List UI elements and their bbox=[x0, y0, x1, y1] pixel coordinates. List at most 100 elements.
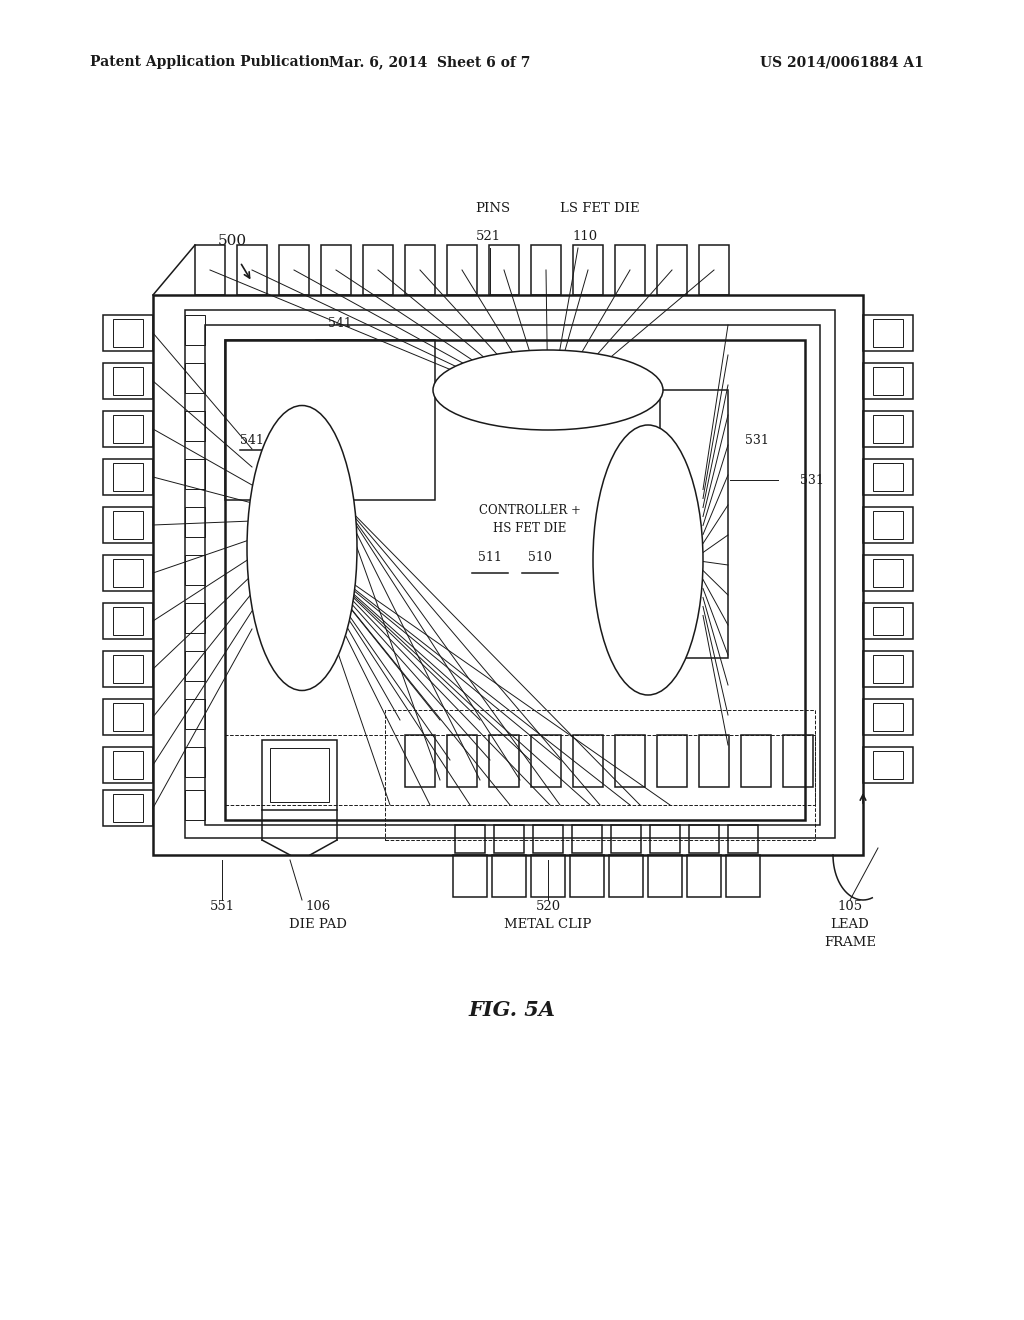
Bar bbox=[195, 246, 225, 294]
Text: 106: 106 bbox=[305, 900, 331, 913]
Text: 520: 520 bbox=[536, 900, 560, 913]
Text: HS FET DIE: HS FET DIE bbox=[494, 521, 566, 535]
Bar bbox=[863, 459, 913, 495]
Bar bbox=[873, 558, 903, 587]
Bar bbox=[863, 747, 913, 783]
Bar bbox=[103, 554, 153, 591]
Bar bbox=[873, 414, 903, 444]
Bar bbox=[863, 651, 913, 686]
Bar bbox=[873, 367, 903, 395]
Text: US 2014/0061884 A1: US 2014/0061884 A1 bbox=[760, 55, 924, 69]
Bar bbox=[270, 748, 329, 803]
Bar bbox=[455, 825, 485, 853]
Text: DIE PAD: DIE PAD bbox=[289, 917, 347, 931]
Text: 511: 511 bbox=[478, 550, 502, 564]
Bar bbox=[489, 735, 519, 787]
Bar bbox=[185, 603, 205, 634]
Bar bbox=[873, 607, 903, 635]
Bar bbox=[362, 246, 393, 294]
Bar bbox=[699, 246, 729, 294]
Bar bbox=[657, 735, 687, 787]
Text: PINS: PINS bbox=[475, 202, 510, 215]
Bar bbox=[573, 735, 603, 787]
Bar bbox=[531, 855, 565, 898]
Text: 531: 531 bbox=[800, 474, 824, 487]
Bar bbox=[321, 246, 351, 294]
Bar bbox=[103, 651, 153, 686]
Bar bbox=[572, 825, 602, 853]
Bar bbox=[113, 414, 143, 444]
Bar bbox=[225, 735, 815, 805]
Bar bbox=[611, 825, 641, 853]
Bar bbox=[113, 558, 143, 587]
Text: 105: 105 bbox=[838, 900, 862, 913]
Bar bbox=[103, 603, 153, 639]
Bar bbox=[406, 246, 435, 294]
Bar bbox=[185, 363, 205, 393]
Bar bbox=[185, 747, 205, 777]
Bar bbox=[185, 651, 205, 681]
Bar bbox=[863, 507, 913, 543]
Bar bbox=[873, 511, 903, 539]
Bar bbox=[531, 735, 561, 787]
Bar bbox=[385, 710, 815, 840]
Bar bbox=[262, 741, 337, 810]
Bar bbox=[225, 341, 805, 820]
Bar bbox=[687, 855, 721, 898]
Bar bbox=[660, 389, 728, 657]
Bar bbox=[113, 607, 143, 635]
Bar bbox=[573, 246, 603, 294]
Text: 110: 110 bbox=[572, 230, 597, 243]
Bar bbox=[863, 411, 913, 447]
Bar bbox=[863, 700, 913, 735]
Bar bbox=[406, 735, 435, 787]
Bar bbox=[873, 704, 903, 731]
Bar bbox=[615, 735, 645, 787]
Text: 541: 541 bbox=[328, 317, 352, 330]
Bar bbox=[648, 855, 682, 898]
Bar bbox=[113, 367, 143, 395]
Bar bbox=[873, 655, 903, 682]
Bar bbox=[689, 825, 719, 853]
Bar bbox=[103, 700, 153, 735]
Bar bbox=[185, 310, 835, 838]
Bar bbox=[741, 735, 771, 787]
Text: FIG. 5A: FIG. 5A bbox=[469, 1001, 555, 1020]
Bar bbox=[103, 507, 153, 543]
Ellipse shape bbox=[593, 425, 703, 696]
Text: FRAME: FRAME bbox=[824, 936, 876, 949]
Bar bbox=[728, 825, 758, 853]
Text: 521: 521 bbox=[476, 230, 501, 243]
Bar bbox=[113, 704, 143, 731]
Bar bbox=[113, 463, 143, 491]
Bar bbox=[185, 507, 205, 537]
Bar bbox=[447, 735, 477, 787]
Bar bbox=[185, 554, 205, 585]
Text: CONTROLLER +: CONTROLLER + bbox=[479, 503, 581, 516]
Bar bbox=[103, 411, 153, 447]
Ellipse shape bbox=[433, 350, 663, 430]
Bar bbox=[113, 795, 143, 822]
Bar bbox=[531, 246, 561, 294]
Text: 531: 531 bbox=[745, 433, 769, 446]
Bar bbox=[650, 825, 680, 853]
Bar bbox=[103, 747, 153, 783]
Bar bbox=[873, 319, 903, 347]
Bar bbox=[494, 825, 524, 853]
Bar bbox=[726, 855, 760, 898]
Bar bbox=[113, 319, 143, 347]
Bar bbox=[492, 855, 526, 898]
Text: 500: 500 bbox=[218, 234, 247, 248]
Bar bbox=[657, 246, 687, 294]
Bar bbox=[863, 363, 913, 399]
Bar bbox=[453, 855, 487, 898]
Bar bbox=[205, 325, 820, 825]
Text: 551: 551 bbox=[210, 900, 234, 913]
Text: LS FET DIE: LS FET DIE bbox=[560, 202, 640, 215]
Bar bbox=[534, 825, 563, 853]
Bar bbox=[185, 789, 205, 820]
Text: 510: 510 bbox=[528, 550, 552, 564]
Bar bbox=[873, 751, 903, 779]
Ellipse shape bbox=[247, 405, 357, 690]
Bar bbox=[237, 246, 267, 294]
